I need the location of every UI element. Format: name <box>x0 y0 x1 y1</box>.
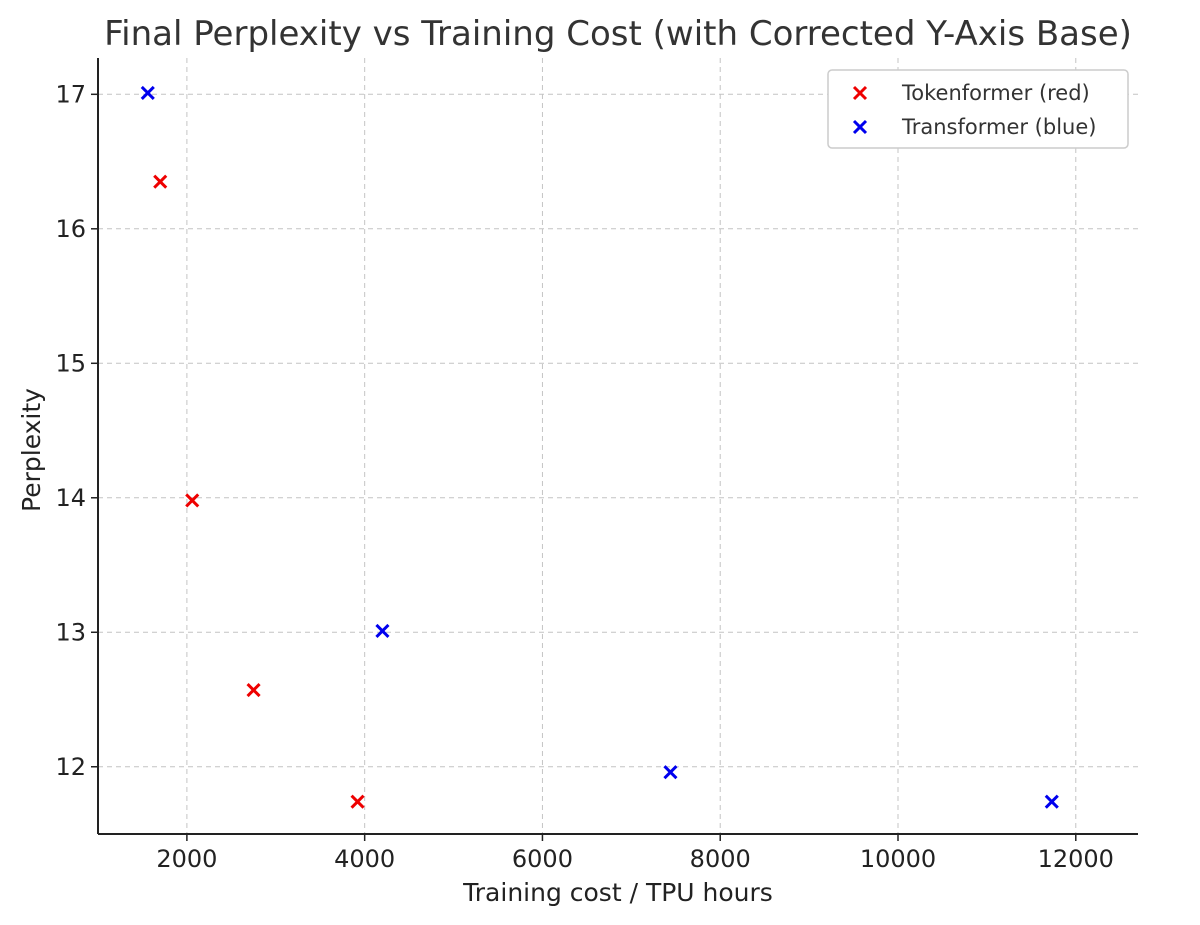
legend-items: Tokenformer (red) Transformer (blue) <box>852 81 1096 139</box>
data-point <box>246 683 261 698</box>
legend-label: Tokenformer (red) <box>901 81 1090 105</box>
ticks-layer: 2000 4000 6000 8000 10000 12000 12 13 14 15 16 17 <box>55 80 1114 873</box>
legend-label: Transformer (blue) <box>901 115 1096 139</box>
legend: Tokenformer (red) Transformer (blue) <box>827 69 1129 149</box>
y-tick-label: 17 <box>55 80 86 108</box>
data-point <box>1044 794 1059 809</box>
data-point <box>663 765 678 780</box>
x-tick-label: 8000 <box>690 845 751 873</box>
points-layer <box>140 85 1059 809</box>
y-tick-label: 12 <box>55 753 86 781</box>
axes-layer <box>97 58 1138 835</box>
legend-marker <box>852 85 868 101</box>
y-tick-label: 15 <box>55 349 86 377</box>
legend-marker <box>852 119 868 135</box>
data-point <box>153 174 168 189</box>
y-tick-label: 14 <box>55 484 86 512</box>
chart-title: Final Perplexity vs Training Cost (with … <box>104 14 1132 54</box>
data-point <box>140 85 155 101</box>
x-axis-label: Training cost / TPU hours <box>462 878 773 907</box>
y-tick-label: 13 <box>55 618 86 646</box>
legend-box <box>827 69 1129 149</box>
x-tick-label: 10000 <box>860 845 936 873</box>
y-tick-label: 16 <box>55 215 86 243</box>
x-tick-label: 4000 <box>334 845 395 873</box>
x-tick-label: 2000 <box>156 845 217 873</box>
data-point <box>185 493 200 508</box>
data-point <box>375 623 390 638</box>
y-axis-label: Perplexity <box>17 388 46 512</box>
x-tick-label: 6000 <box>512 845 573 873</box>
grid-layer <box>98 58 1138 834</box>
x-tick-label: 12000 <box>1038 845 1114 873</box>
data-point <box>350 794 365 809</box>
